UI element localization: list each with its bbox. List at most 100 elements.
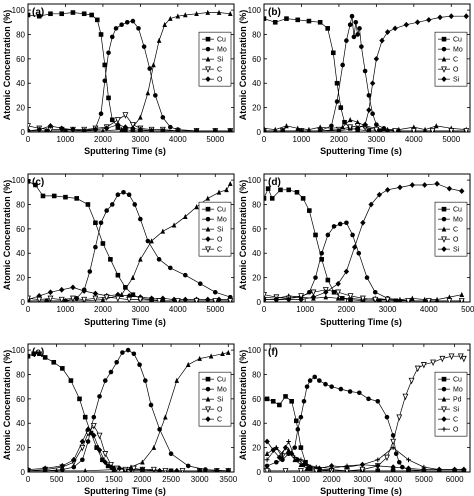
series-mo-point [372, 289, 378, 295]
series-o-line [266, 440, 464, 470]
series-si-point [185, 361, 191, 368]
series-c-point [156, 467, 163, 472]
series-si-point [414, 19, 421, 26]
series-cu-point [63, 194, 68, 200]
series-mo-point [344, 38, 349, 43]
series-si-point [83, 467, 88, 472]
panel-label: (d) [268, 177, 281, 188]
series-mo-point [337, 221, 343, 227]
legend-o-marker [441, 66, 447, 73]
legend-mo-label: Mo [217, 47, 227, 54]
series-o-point [448, 128, 455, 132]
series-cu-point [325, 26, 330, 31]
y-tick-label: 80 [252, 30, 261, 39]
series-cu-point [109, 117, 115, 123]
series-cu-point [77, 396, 82, 402]
series-si-point [183, 213, 188, 219]
series-o-point [463, 128, 470, 132]
x-tick-label: 3500 [219, 475, 237, 484]
x-tick-label: 4000 [169, 135, 187, 144]
legend-mo-marker [205, 216, 211, 222]
series-cu-point [300, 196, 306, 201]
series-o-point [373, 126, 380, 132]
series-si-point [426, 16, 432, 23]
series-mo-point [145, 238, 151, 244]
series-o-point [122, 466, 129, 472]
series-si-point [44, 297, 49, 302]
series-o-point [452, 467, 457, 472]
series-si-point [317, 127, 323, 132]
plot-frame [27, 173, 235, 303]
series-si-point [335, 280, 341, 287]
series-si-point [194, 10, 199, 17]
series-si-point [138, 256, 143, 262]
legend: Cu Mo Pd Si CO [434, 371, 468, 437]
legend: Cu Mo Si OC [198, 201, 232, 257]
series-c-point [28, 466, 31, 472]
series-mo-point [366, 93, 372, 98]
series-mo-point [74, 296, 79, 301]
series-o-point [421, 464, 427, 470]
series-c-point [36, 296, 43, 302]
y-tick-label: 40 [252, 249, 261, 258]
series-cu-point [93, 220, 98, 226]
x-axis-title-b: Sputtering Time (s) [320, 146, 402, 156]
legend-mo-marker [205, 46, 211, 52]
series-mo-point [93, 244, 98, 250]
series-cu-point [303, 459, 308, 465]
legend-o-label: O [453, 237, 459, 244]
series-o-point [79, 444, 86, 452]
series-c-point [174, 298, 181, 302]
series-si-point [156, 37, 162, 43]
series-mo-point [147, 66, 153, 71]
series-cu-point [278, 187, 283, 193]
x-tick-label: 6000 [446, 475, 464, 484]
y-axis-title-middle-right: Atomic Concentration (%) [238, 180, 248, 291]
series-cu-point [289, 398, 294, 404]
series-cu-point [89, 12, 94, 18]
y-tick-label: 100 [12, 6, 26, 15]
series-o-point [148, 295, 155, 302]
series-c-point [433, 123, 439, 129]
series-o-line [28, 425, 229, 472]
legend-mo-label: Mo [453, 387, 463, 394]
y-tick-label: 0 [21, 298, 26, 307]
panel-label: (f) [268, 347, 278, 358]
series-cu-point [325, 277, 331, 283]
x-tick-label: 3000 [131, 305, 149, 314]
series-cu-point [88, 430, 94, 436]
y-tick-label: 0 [21, 468, 26, 477]
series-cu-point [100, 241, 106, 246]
series-o-point [70, 284, 76, 291]
legend-si-marker [441, 246, 447, 253]
series-mo-point [132, 202, 138, 207]
series-cu-line [28, 353, 229, 472]
series-cu-point [37, 351, 42, 357]
series-mo-point [131, 351, 137, 357]
series-o-point [372, 296, 379, 302]
series-o-point [347, 293, 354, 300]
series-o-point [429, 128, 436, 132]
series-si-point [205, 195, 211, 201]
series-cu-point [334, 80, 340, 86]
series-cu-point [123, 285, 128, 290]
y-axis-title-bottom: Atomic Concentration (%) [2, 350, 12, 461]
y-tick-label: 40 [252, 79, 261, 88]
series-cu-point [265, 186, 271, 191]
series-cu-point [298, 445, 304, 450]
series-c-line [28, 296, 231, 302]
series-mo-point [168, 124, 173, 130]
series-si-point [448, 353, 455, 360]
series-si-line [264, 183, 462, 300]
series-c-point [91, 432, 97, 439]
series-pd-point [280, 454, 285, 460]
chart-panel: 0 1000 2000 3000 4000 5000 0 20 40 60 80 100 (b) Cu Mo… [248, 3, 471, 144]
series-mo-point [156, 257, 162, 262]
series-o-point [329, 466, 334, 471]
series-c-line [266, 441, 464, 470]
legend-cu-label: Cu [217, 207, 226, 214]
series-c-point [139, 466, 146, 472]
series-c-point [103, 294, 110, 301]
series-mo-point [317, 378, 322, 383]
y-tick-label: 60 [16, 225, 25, 234]
